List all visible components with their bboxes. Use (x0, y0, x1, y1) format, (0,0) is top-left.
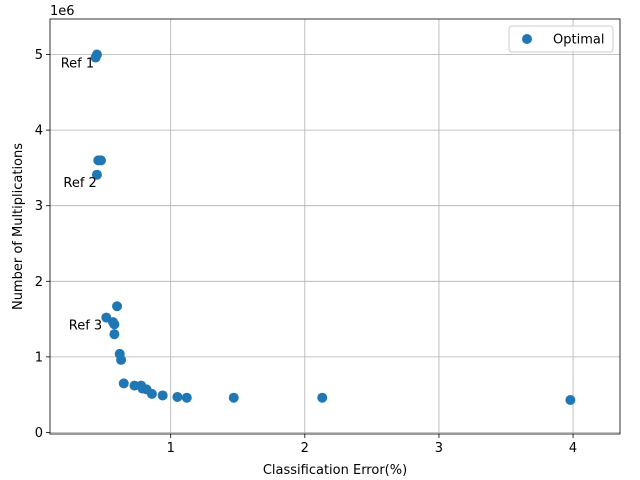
grid (50, 19, 620, 434)
y-tick-label: 1 (35, 350, 43, 365)
data-point (317, 392, 328, 403)
data-point (109, 329, 120, 340)
x-tick-label: 1 (167, 441, 175, 456)
x-tick-label: 3 (435, 441, 443, 456)
annotation-label: Ref 1 (61, 56, 94, 71)
annotation-label: Ref 2 (63, 176, 96, 191)
y-tick-label: 2 (35, 275, 43, 290)
legend-box (508, 25, 614, 53)
y-axis-label: Number of Multiplications (11, 143, 26, 310)
y-tick-label: 4 (35, 124, 43, 139)
data-point (112, 301, 123, 312)
data-point (109, 319, 120, 330)
y-tick-label: 3 (35, 199, 43, 214)
plot-frame (49, 18, 621, 435)
data-point (95, 155, 106, 166)
data-point (565, 394, 576, 405)
data-points (90, 49, 576, 405)
annotations: Ref 1 Ref 2 Ref 3 (61, 56, 102, 333)
data-point (146, 388, 157, 399)
y-axis-offset-label: 1e6 (50, 4, 75, 19)
y-tick-label: 0 (35, 426, 43, 441)
data-point (116, 354, 127, 365)
data-point (91, 169, 102, 180)
data-point (157, 390, 168, 401)
y-tick-label: 5 (35, 48, 43, 63)
legend: Optimal (508, 25, 614, 53)
data-point (118, 378, 129, 389)
legend-label: Optimal (553, 33, 604, 48)
x-tick-label: 4 (569, 441, 577, 456)
x-axis-label: Classification Error(%) (263, 463, 407, 478)
axis-ticks: 1 2 3 4 0 1 2 3 4 5 (35, 48, 577, 456)
annotation-label: Ref 3 (69, 319, 102, 334)
legend-marker (522, 34, 532, 44)
x-tick-label: 2 (301, 441, 309, 456)
data-point (181, 392, 192, 403)
data-point (228, 392, 239, 403)
data-point (172, 391, 183, 402)
data-point (90, 52, 101, 63)
